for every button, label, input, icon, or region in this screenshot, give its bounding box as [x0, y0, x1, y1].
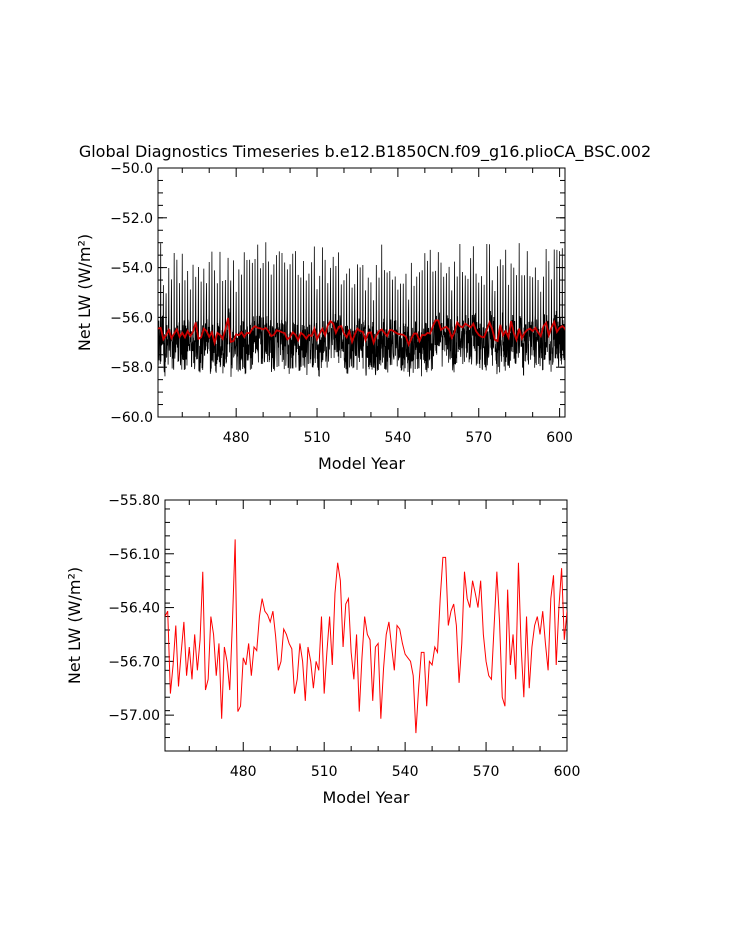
plot-frame-1 [164, 499, 568, 752]
chart-title: Global Diagnostics Timeseries b.e12.B185… [79, 142, 651, 162]
y-tick-label: −56.40 [108, 601, 160, 617]
y-tick-label: −57.00 [108, 708, 160, 724]
x-axis-label: Model Year [318, 454, 405, 473]
x-tick-label: 510 [304, 430, 331, 446]
bottom-plot: 480 510 540 570 600 −57.00 −56.70 −56.40 −56.10 −… [65, 493, 580, 807]
x-tick-label: 480 [223, 430, 250, 446]
x-tick-label: 570 [473, 764, 500, 780]
top-plot: 480 510 540 570 600 −60.0 −58.0 −56.0 −54.0 −52.0… [75, 161, 573, 473]
y-tick-label: −54.0 [110, 261, 153, 277]
series-annual-line [165, 539, 567, 734]
y-axis-label: Net LW (W/m²) [75, 234, 94, 351]
x-tick-label: 600 [554, 764, 581, 780]
x-tick-label: 540 [392, 764, 419, 780]
y-tick-label: −56.70 [108, 654, 160, 670]
y-tick-label: −55.80 [108, 493, 160, 509]
x-tick-label: 480 [230, 764, 257, 780]
series-monthly-line [158, 242, 565, 377]
plot-frame-0 [157, 167, 566, 418]
x-tick-label: 510 [311, 764, 338, 780]
x-axis-label: Model Year [323, 788, 410, 807]
y-tick-label: −56.0 [110, 310, 153, 326]
y-tick-label: −50.0 [110, 161, 153, 177]
y-tick-label: −52.0 [110, 211, 153, 227]
y-tick-label: −56.10 [108, 547, 160, 563]
y-axis-label: Net LW (W/m²) [65, 567, 84, 684]
y-tick-label: −58.0 [110, 360, 153, 376]
x-tick-label: 540 [385, 430, 412, 446]
x-tick-label: 570 [465, 430, 492, 446]
series-annual-line [158, 317, 565, 348]
x-tick-label: 600 [546, 430, 573, 446]
y-tick-label: −60.0 [110, 410, 153, 426]
